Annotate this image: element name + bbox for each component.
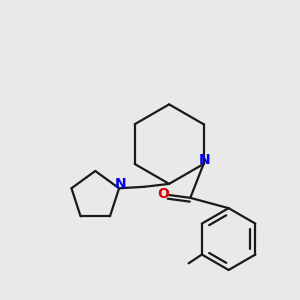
Text: N: N: [115, 177, 126, 191]
Text: N: N: [199, 154, 211, 167]
Text: O: O: [157, 187, 169, 201]
